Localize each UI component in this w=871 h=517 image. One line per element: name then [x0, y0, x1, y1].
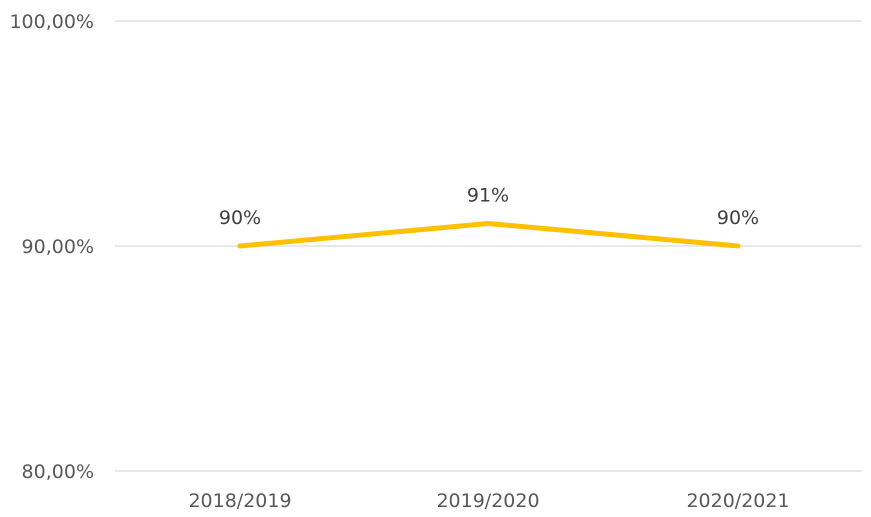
x-tick-label: 2018/2019 [188, 490, 291, 512]
x-tick-label: 2019/2020 [436, 490, 539, 512]
y-axis-tick-labels: 80,00% 90,00% 100,00% [9, 11, 94, 483]
grid-lines [115, 20, 862, 472]
x-axis-tick-labels: 2018/2019 2019/2020 2020/2021 [188, 490, 789, 512]
data-point [237, 243, 243, 249]
series-line [237, 221, 741, 249]
series-layer [237, 221, 741, 249]
data-labels: 90% 91% 90% [219, 185, 759, 230]
y-tick-label: 80,00% [22, 461, 94, 483]
x-tick-label: 2020/2021 [686, 490, 789, 512]
data-point [485, 221, 491, 226]
data-label: 90% [219, 207, 261, 229]
y-tick-label: 90,00% [22, 236, 94, 258]
data-point [735, 243, 741, 249]
data-label: 90% [717, 207, 759, 229]
data-label: 91% [467, 185, 509, 207]
y-tick-label: 100,00% [9, 11, 94, 33]
